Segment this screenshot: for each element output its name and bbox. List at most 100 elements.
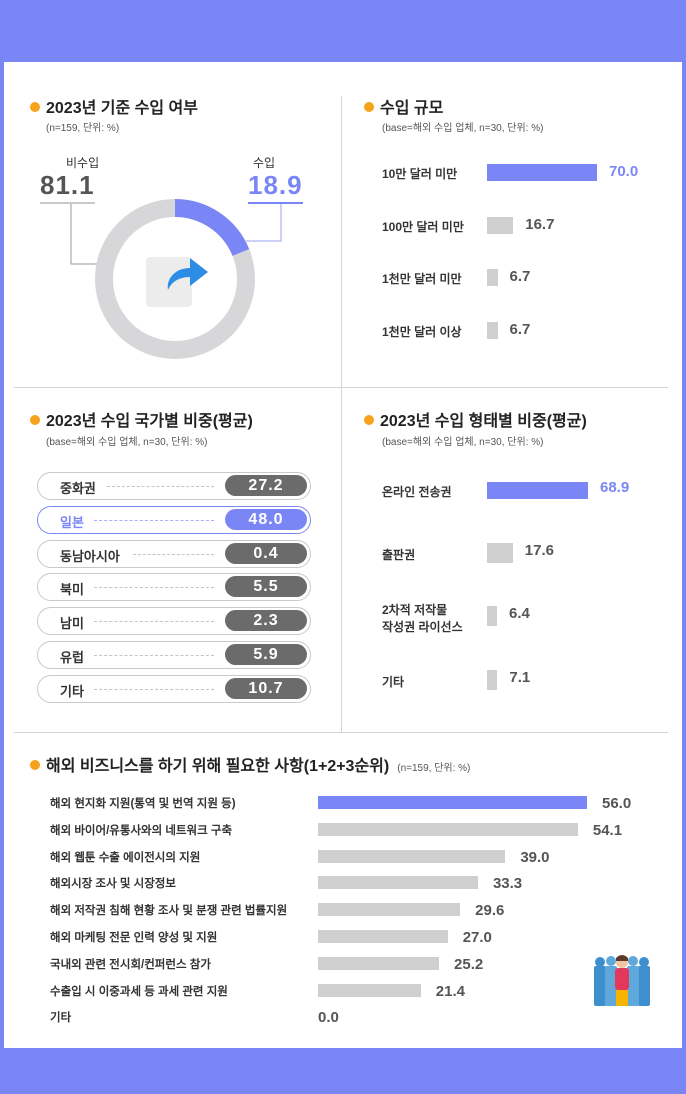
- import-leader-line: [246, 204, 282, 242]
- needs-label: 해외 바이어/유통사와의 네트워크 구축: [50, 824, 233, 837]
- scale-value: 70.0: [609, 163, 639, 180]
- needs-label: 수출입 시 이중과세 등 과세 관련 지원: [50, 985, 228, 998]
- needs-bar: [318, 849, 506, 863]
- import-label: 수입: [253, 156, 276, 170]
- import-country-subtitle: (base=해외 수입 업체, n=30, 단위: %): [46, 437, 208, 448]
- scale-bar: [487, 216, 514, 234]
- dashed-leader: [94, 621, 214, 623]
- type-bar: [487, 543, 513, 563]
- needs-label: 기타: [50, 1012, 72, 1025]
- country-name: 유럽: [60, 650, 84, 665]
- scale-value: 16.7: [525, 215, 555, 233]
- country-pill: 남미 2.3: [37, 607, 311, 636]
- needs-label: 해외 현지화 지원(통역 및 번역 지원 등): [50, 798, 236, 810]
- country-value: 48.0: [225, 508, 307, 530]
- country-pill: 중화권 27.2: [37, 472, 311, 500]
- import-status-subtitle: (n=159, 단위: %): [46, 123, 120, 134]
- needs-value: 29.6: [475, 902, 505, 920]
- business-needs-subtitle: (n=159, 단위: %): [397, 763, 471, 774]
- type-value: 68.9: [600, 479, 630, 496]
- type-label-line2: 작성권 라이선스: [382, 620, 463, 634]
- type-label: 2차적 저작물: [382, 603, 448, 617]
- bullet-dot: [30, 102, 40, 112]
- type-bar: [487, 481, 588, 499]
- non-import-leader-line: [70, 204, 98, 265]
- type-bar: [487, 606, 497, 626]
- import-status-title: 2023년 기준 수입 여부: [30, 94, 198, 118]
- needs-value: 54.1: [592, 821, 623, 839]
- needs-bar: [318, 876, 478, 890]
- needs-label: 해외 마케팅 전문 인력 양성 및 지원: [50, 932, 218, 944]
- bullet-dot: [30, 415, 40, 425]
- type-value: 6.4: [509, 605, 530, 622]
- needs-value: 56.0: [602, 795, 632, 812]
- scale-value: 6.7: [509, 320, 531, 338]
- dashed-leader: [94, 688, 214, 690]
- needs-bar: [318, 903, 461, 917]
- country-name: 북미: [60, 582, 84, 598]
- needs-label: 국내외 관련 전시회/컨퍼런스 참가: [50, 958, 211, 971]
- country-value: 2.3: [225, 610, 307, 632]
- needs-label: 해외 웹툰 수출 에이전시의 지원: [50, 851, 201, 864]
- import-country-title: 2023년 수입 국가별 비중(평균): [30, 407, 253, 431]
- needs-value: 39.0: [520, 848, 550, 866]
- non-import-value: 81.1: [40, 170, 95, 204]
- country-name: 남미: [60, 616, 84, 632]
- non-import-label: 비수입: [66, 156, 100, 170]
- needs-bar: [318, 983, 421, 997]
- scale-label: 100만 달러 미만: [382, 219, 464, 234]
- country-value: 5.9: [225, 644, 307, 665]
- needs-value: 25.2: [454, 955, 484, 973]
- needs-value: 21.4: [435, 982, 465, 1000]
- import-scale-subtitle: (base=해외 수입 업체, n=30, 단위: %): [382, 123, 544, 134]
- country-name: 일본: [60, 514, 84, 530]
- divider-row2: [14, 732, 668, 733]
- people-group-icon: [594, 955, 650, 1006]
- dashed-leader: [107, 486, 214, 487]
- import-type-title: 2023년 수입 형태별 비중(평균): [364, 407, 587, 431]
- type-value: 7.1: [509, 669, 531, 686]
- type-value: 17.6: [524, 542, 554, 559]
- import-status-donut: [70, 199, 282, 359]
- bullet-dot: [30, 760, 40, 770]
- scale-bar: [487, 164, 597, 181]
- bullet-dot: [364, 102, 374, 112]
- share-arrow-icon: [167, 258, 208, 290]
- country-name: 기타: [60, 683, 84, 699]
- scale-bar: [487, 321, 498, 339]
- needs-bar: [318, 956, 440, 970]
- country-pill: 기타 10.7: [37, 674, 311, 703]
- country-pill: 일본 48.0: [37, 505, 311, 534]
- needs-bar: [318, 822, 578, 836]
- import-scale-title: 수입 규모: [364, 94, 443, 118]
- scale-value: 6.7: [509, 268, 531, 285]
- dashed-leader: [94, 587, 214, 589]
- country-pill: 동남아시아 0.4: [37, 539, 311, 568]
- needs-value: 33.3: [492, 875, 523, 893]
- type-bar: [487, 670, 498, 690]
- needs-label: 해외시장 조사 및 시장정보: [50, 878, 176, 891]
- type-label: 온라인 전송권: [382, 485, 452, 499]
- scale-label: 1천만 달러 이상: [382, 324, 462, 339]
- divider-row1: [14, 387, 668, 388]
- import-type-subtitle: (base=해외 수입 업체, n=30, 단위: %): [382, 437, 544, 448]
- country-value: 27.2: [225, 475, 307, 496]
- business-needs-title: 해외 비즈니스를 하기 위해 필요한 사항(1+2+3순위) (n=159, 단위…: [30, 752, 470, 776]
- needs-value: 27.0: [462, 929, 492, 946]
- needs-bar: [318, 930, 448, 943]
- country-value: 0.4: [225, 542, 307, 564]
- country-pill: 북미 5.5: [37, 573, 311, 602]
- needs-bar: [318, 796, 587, 809]
- type-label: 출판권: [382, 548, 416, 562]
- import-value: 18.9: [248, 170, 303, 204]
- dashed-leader: [133, 553, 214, 555]
- donut-import-slice: [174, 199, 250, 257]
- country-value: 5.5: [225, 576, 307, 598]
- needs-label: 해외 저작권 침해 현황 조사 및 분쟁 관련 법률지원: [50, 905, 288, 918]
- country-name: 동남아시아: [60, 548, 120, 564]
- needs-value: 0.0: [318, 1009, 339, 1027]
- type-label: 기타: [382, 675, 405, 689]
- dashed-leader: [94, 655, 214, 656]
- dashed-leader: [94, 519, 214, 521]
- scale-label: 10만 달러 미만: [382, 167, 458, 181]
